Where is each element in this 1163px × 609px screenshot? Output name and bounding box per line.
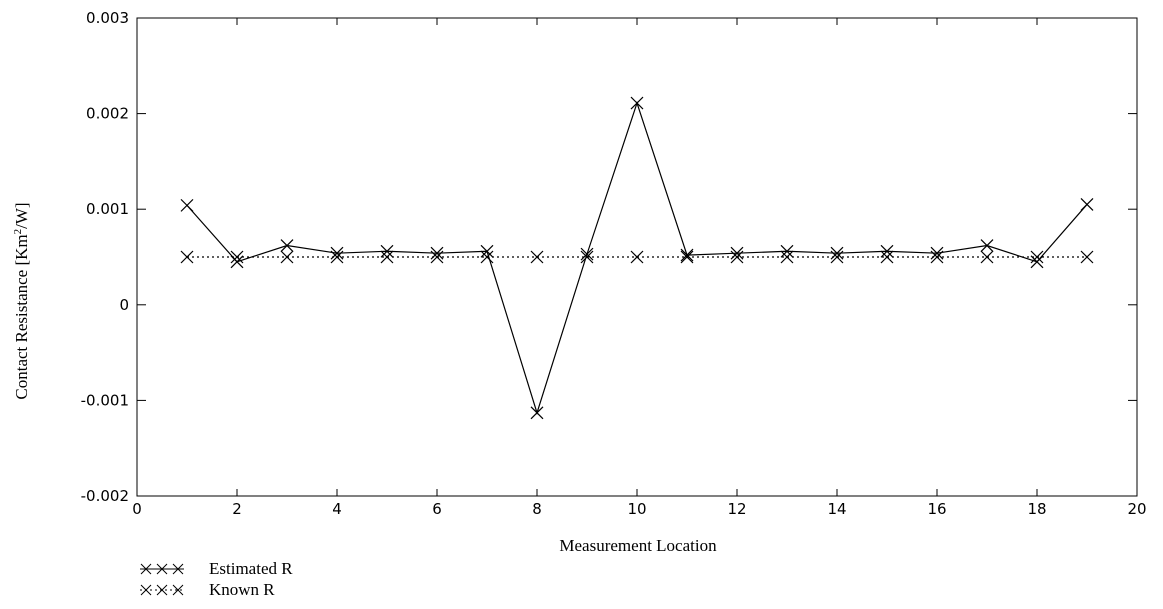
known-r-point xyxy=(280,250,294,264)
known-r-point xyxy=(1080,250,1094,264)
known-r-point xyxy=(580,250,594,264)
x-tick-label: 10 xyxy=(627,500,646,518)
y-tick-label: 0.001 xyxy=(86,200,129,218)
x-axis: 0 2 4 6 8 10 12 14 16 18 20 xyxy=(132,18,1147,518)
known-r-point xyxy=(530,250,544,264)
known-r-point xyxy=(630,250,644,264)
known-r-point xyxy=(830,250,844,264)
y-axis-label-main: Contact Resistance [Km xyxy=(12,234,31,399)
legend-item: Known R xyxy=(140,580,275,599)
legend-swatch xyxy=(140,563,184,575)
series-layer xyxy=(180,96,1094,420)
estimated-r-point xyxy=(380,244,394,258)
known-r-point xyxy=(730,250,744,264)
estimated-r-point xyxy=(580,247,594,261)
estimated-r-point xyxy=(230,255,244,269)
legend-swatch xyxy=(140,584,184,596)
series-known-r xyxy=(180,250,1094,264)
y-axis-label-sup: 2 xyxy=(12,229,24,235)
estimated-r-point xyxy=(680,248,694,262)
estimated-r-line xyxy=(186,101,1088,415)
x-tick-label: 4 xyxy=(332,500,342,518)
estimated-r-point xyxy=(280,239,294,252)
x-tick-label: 16 xyxy=(927,500,946,518)
known-r-point xyxy=(180,250,194,264)
estimated-r-point xyxy=(180,198,194,212)
legend-label: Known R xyxy=(209,580,275,599)
estimated-r-point xyxy=(480,244,494,258)
y-tick-label: -0.002 xyxy=(81,487,129,505)
known-r-point xyxy=(480,250,494,264)
x-tick-label: 14 xyxy=(827,500,846,518)
known-r-point xyxy=(230,250,244,264)
legend-label: Estimated R xyxy=(209,559,293,578)
estimated-r-point xyxy=(780,244,794,258)
x-axis-label: Measurement Location xyxy=(559,536,717,555)
y-tick-label: -0.001 xyxy=(81,391,129,409)
estimated-r-point xyxy=(880,244,894,258)
x-tick-label: 0 xyxy=(132,500,142,518)
estimated-r-point xyxy=(1080,197,1094,211)
x-tick-label: 18 xyxy=(1027,500,1046,518)
known-r-point xyxy=(430,250,444,264)
x-tick-label: 6 xyxy=(432,500,442,518)
x-tick-label: 12 xyxy=(727,500,746,518)
known-r-point xyxy=(880,250,894,264)
known-r-point xyxy=(780,250,794,264)
legend-item: Estimated R xyxy=(140,559,293,578)
known-r-point xyxy=(980,250,994,264)
y-tick-label: 0.002 xyxy=(86,105,129,123)
x-tick-label: 8 xyxy=(532,500,542,518)
known-r-point xyxy=(930,250,944,264)
estimated-r-point xyxy=(530,406,544,420)
x-tick-label: 20 xyxy=(1127,500,1146,518)
series-estimated-r xyxy=(180,96,1094,420)
y-axis: -0.002 -0.001 0 0.001 0.002 0.003 xyxy=(81,9,1137,505)
known-r-point xyxy=(330,250,344,264)
y-tick-label: 0.003 xyxy=(86,9,129,27)
y-axis-label-tail: /W] xyxy=(12,202,31,228)
legend: Estimated R Known R xyxy=(140,559,293,599)
estimated-r-point xyxy=(1030,255,1044,269)
x-tick-label: 2 xyxy=(232,500,242,518)
known-r-point xyxy=(380,250,394,264)
known-r-point xyxy=(680,250,694,264)
y-axis-label: Contact Resistance [Km2/W] xyxy=(12,202,31,399)
estimated-r-point xyxy=(980,239,994,252)
estimated-r-point xyxy=(630,96,644,110)
y-tick-label: 0 xyxy=(119,296,129,314)
known-r-point xyxy=(1030,250,1044,264)
